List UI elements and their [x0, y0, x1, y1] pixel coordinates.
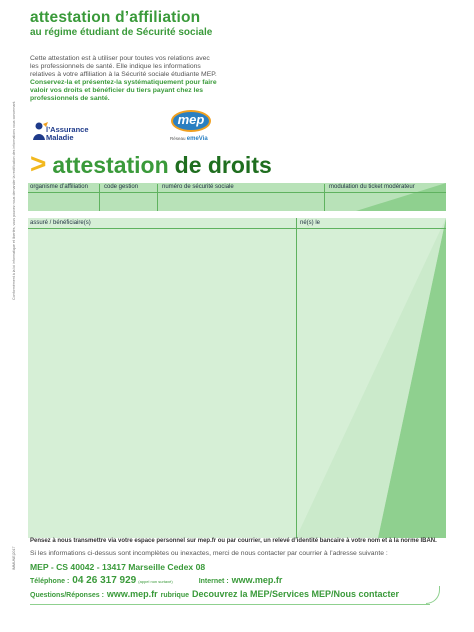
beneficiaries-panel: assuré / bénéficiaire(s) né(s) le: [28, 218, 446, 538]
assurance-maladie-wordmark: l’Assurance Maladie: [46, 125, 89, 142]
qa-link[interactable]: www.mep.fr: [106, 589, 158, 599]
qa-path: Decouvrez la MEP/Services MEP/Nous conta…: [191, 589, 400, 599]
legal-vertical-note: Conformément à la loi informatique et li…: [12, 100, 16, 300]
column-separator: [157, 184, 158, 211]
intro-paragraph-1: Cette attestation est à utiliser pour to…: [30, 55, 217, 79]
assurance-maladie-emblem-icon: [33, 122, 48, 140]
phone-note: (appel non surtaxé): [138, 579, 173, 584]
band-wedge-shape: [356, 183, 446, 211]
column-separator: [324, 184, 325, 211]
bottom-rule: [30, 604, 430, 605]
code-gestion-label: code gestion: [104, 184, 139, 190]
form-code: IMMUNE|2017: [12, 546, 16, 570]
mep-logo-oval: [171, 110, 211, 132]
emevia-network-label: Réseau emeVia: [170, 136, 208, 142]
assurance-maladie-logo: l’Assurance Maladie: [30, 118, 112, 146]
column-separator: [296, 218, 297, 538]
nes-le-label: né(s) le: [300, 220, 321, 226]
heading-de-droits: de droits: [174, 152, 272, 178]
document-title: attestation d’affiliation: [30, 9, 201, 26]
phone-internet-row: Téléphone : 04 26 317 929 (appel non sur…: [30, 575, 282, 586]
intro-text: Cette attestation est à utiliser pour to…: [30, 55, 220, 104]
intro-paragraph-2: Conservez-la et présentez-la systématiqu…: [30, 79, 217, 103]
internet-label: Internet :: [198, 578, 229, 585]
qa-row: Questions/Réponses : www.mep.fr rubrique…: [30, 589, 399, 599]
document-subtitle: au régime étudiant de Sécurité sociale: [30, 27, 213, 38]
qa-label: Questions/Réponses :: [30, 592, 104, 599]
bottom-corner-curve: [426, 586, 440, 604]
phone-label: Téléphone :: [30, 578, 70, 585]
contact-note: Si les informations ci-dessus sont incom…: [30, 550, 388, 557]
title-block: attestation d’affiliation au régime étud…: [30, 10, 240, 39]
band-divider: [28, 192, 446, 193]
modulation-label: modulation du ticket modérateur: [329, 184, 415, 190]
mep-logo: mep Réseau emeVia: [168, 110, 216, 150]
iban-note: Pensez à nous transmettre via votre espa…: [30, 538, 437, 544]
heading-attestation: attestation: [52, 152, 169, 178]
mep-logo-text: mep: [177, 112, 205, 127]
affiliation-fields-band: organisme d’affiliation code gestion num…: [28, 183, 446, 211]
column-separator: [99, 184, 100, 211]
assure-label: assuré / bénéficiaire(s): [30, 220, 91, 226]
chevron-right-icon: >: [30, 148, 47, 179]
panel-divider: [28, 228, 446, 229]
phone-number: 04 26 317 929: [72, 575, 137, 586]
organisme-label: organisme d’affiliation: [30, 184, 88, 190]
numero-secu-label: numéro de sécurité sociale: [162, 184, 234, 190]
internet-link[interactable]: www.mep.fr: [231, 575, 283, 585]
section-heading: > attestation de droits: [30, 148, 272, 179]
qa-rubrique: rubrique: [160, 592, 189, 599]
postal-address: MEP - CS 40042 - 13417 Marseille Cedex 0…: [30, 562, 206, 572]
panel-wedge-shape: [296, 218, 446, 538]
